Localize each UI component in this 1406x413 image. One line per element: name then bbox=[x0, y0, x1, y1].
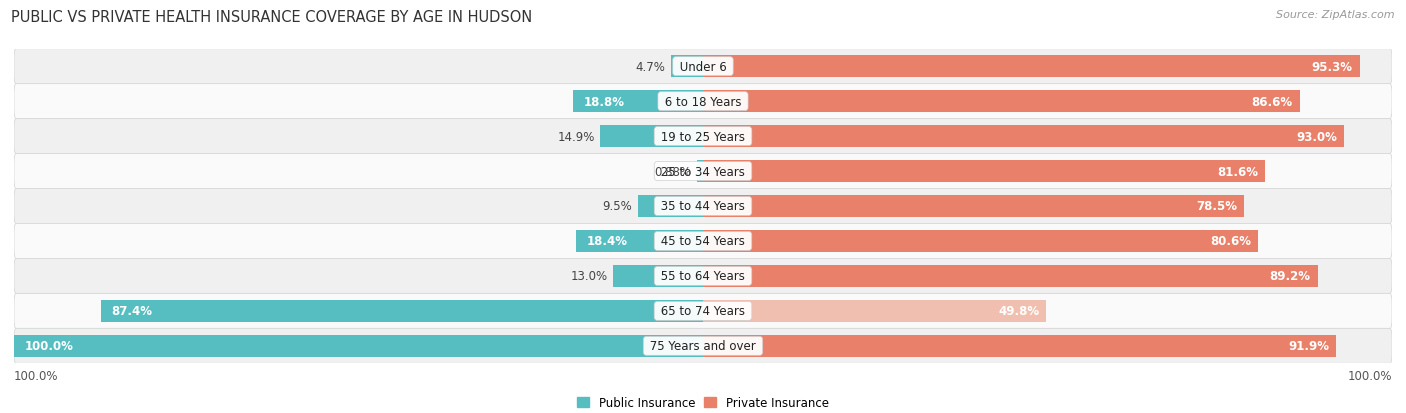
Bar bbox=[703, 300, 1046, 322]
Text: 80.6%: 80.6% bbox=[1211, 235, 1251, 248]
FancyBboxPatch shape bbox=[14, 50, 1392, 84]
Text: 14.9%: 14.9% bbox=[557, 130, 595, 143]
Bar bbox=[697, 161, 703, 183]
Text: 9.5%: 9.5% bbox=[602, 200, 633, 213]
Bar bbox=[703, 266, 1317, 287]
Bar bbox=[703, 126, 1344, 147]
Text: 86.6%: 86.6% bbox=[1251, 95, 1292, 108]
FancyBboxPatch shape bbox=[14, 224, 1392, 259]
Text: 75 Years and over: 75 Years and over bbox=[647, 339, 759, 352]
FancyBboxPatch shape bbox=[14, 119, 1392, 154]
Bar bbox=[703, 56, 1360, 78]
Text: 25 to 34 Years: 25 to 34 Years bbox=[657, 165, 749, 178]
Text: 18.4%: 18.4% bbox=[586, 235, 627, 248]
Text: 93.0%: 93.0% bbox=[1296, 130, 1337, 143]
Bar bbox=[671, 56, 703, 78]
Legend: Public Insurance, Private Insurance: Public Insurance, Private Insurance bbox=[572, 392, 834, 413]
Text: 87.4%: 87.4% bbox=[111, 305, 152, 318]
Bar bbox=[576, 230, 703, 252]
Bar bbox=[703, 230, 1258, 252]
Bar bbox=[600, 126, 703, 147]
Text: 49.8%: 49.8% bbox=[998, 305, 1039, 318]
Text: 100.0%: 100.0% bbox=[1347, 369, 1392, 382]
Text: 45 to 54 Years: 45 to 54 Years bbox=[657, 235, 749, 248]
Text: 35 to 44 Years: 35 to 44 Years bbox=[657, 200, 749, 213]
Text: PUBLIC VS PRIVATE HEALTH INSURANCE COVERAGE BY AGE IN HUDSON: PUBLIC VS PRIVATE HEALTH INSURANCE COVER… bbox=[11, 10, 533, 25]
FancyBboxPatch shape bbox=[14, 329, 1392, 363]
Text: 19 to 25 Years: 19 to 25 Years bbox=[657, 130, 749, 143]
Text: 89.2%: 89.2% bbox=[1270, 270, 1310, 283]
Text: Under 6: Under 6 bbox=[676, 61, 730, 74]
Text: 6 to 18 Years: 6 to 18 Years bbox=[661, 95, 745, 108]
Text: Source: ZipAtlas.com: Source: ZipAtlas.com bbox=[1277, 10, 1395, 20]
Text: 81.6%: 81.6% bbox=[1218, 165, 1258, 178]
Bar bbox=[14, 335, 703, 357]
FancyBboxPatch shape bbox=[14, 84, 1392, 119]
Text: 18.8%: 18.8% bbox=[583, 95, 624, 108]
Text: 100.0%: 100.0% bbox=[14, 369, 59, 382]
Text: 13.0%: 13.0% bbox=[571, 270, 607, 283]
FancyBboxPatch shape bbox=[14, 294, 1392, 329]
FancyBboxPatch shape bbox=[14, 189, 1392, 224]
Bar bbox=[703, 91, 1299, 113]
Text: 65 to 74 Years: 65 to 74 Years bbox=[657, 305, 749, 318]
Bar bbox=[703, 196, 1244, 217]
Text: 91.9%: 91.9% bbox=[1288, 339, 1329, 352]
Bar bbox=[574, 91, 703, 113]
Bar bbox=[703, 161, 1265, 183]
Text: 55 to 64 Years: 55 to 64 Years bbox=[657, 270, 749, 283]
FancyBboxPatch shape bbox=[14, 259, 1392, 294]
Text: 95.3%: 95.3% bbox=[1312, 61, 1353, 74]
Text: 0.88%: 0.88% bbox=[654, 165, 692, 178]
Bar bbox=[703, 335, 1336, 357]
Text: 4.7%: 4.7% bbox=[636, 61, 665, 74]
Text: 78.5%: 78.5% bbox=[1197, 200, 1237, 213]
FancyBboxPatch shape bbox=[14, 154, 1392, 189]
Bar bbox=[101, 300, 703, 322]
Bar bbox=[613, 266, 703, 287]
Text: 100.0%: 100.0% bbox=[24, 339, 73, 352]
Bar bbox=[637, 196, 703, 217]
